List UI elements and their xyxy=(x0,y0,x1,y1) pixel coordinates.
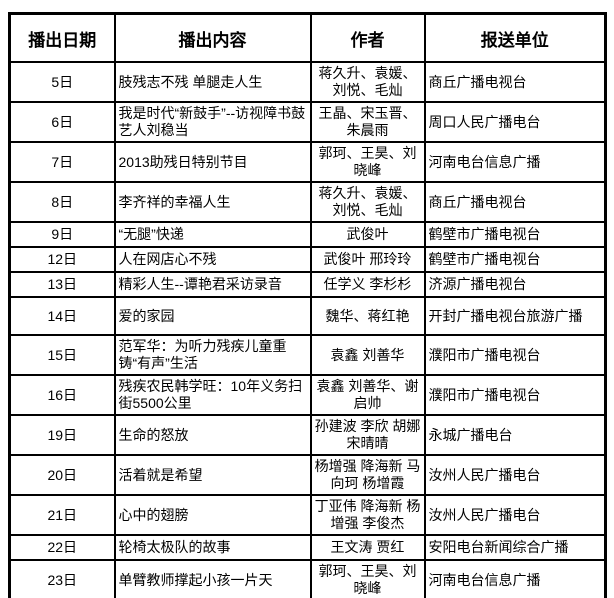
cell-broadcast-content: 活着就是希望 xyxy=(113,454,312,496)
cell-submitting-unit: 永城广播电台 xyxy=(423,414,607,456)
table-row: 23日 单臂教师撑起小孩一片天 郭珂、王昊、刘晓峰 河南电台信息广播 xyxy=(8,559,607,598)
cell-broadcast-content: 轮椅太极队的故事 xyxy=(113,534,312,561)
cell-authors: 郭珂、王昊、刘晓峰 xyxy=(309,559,426,598)
header-author: 作者 xyxy=(309,12,426,63)
cell-broadcast-date: 13日 xyxy=(8,271,116,298)
table-row: 6日 我是时代“新鼓手”--访视障书鼓艺人刘稳当 王晶、宋玉晋、朱晨雨 周口人民… xyxy=(8,101,607,143)
cell-submitting-unit: 濮阳市广播电视台 xyxy=(423,334,607,376)
cell-broadcast-content: 李齐祥的幸福人生 xyxy=(113,181,312,223)
table-row: 7日 2013助残日特别节目 郭珂、王昊、刘晓峰 河南电台信息广播 xyxy=(8,141,607,183)
cell-broadcast-date: 5日 xyxy=(8,61,116,103)
cell-authors: 郭珂、王昊、刘晓峰 xyxy=(309,141,426,183)
cell-authors: 蒋久升、袁媛、刘悦、毛灿 xyxy=(309,181,426,223)
cell-broadcast-content: 生命的怒放 xyxy=(113,414,312,456)
cell-broadcast-content: 2013助残日特别节目 xyxy=(113,141,312,183)
cell-broadcast-date: 7日 xyxy=(8,141,116,183)
cell-broadcast-date: 23日 xyxy=(8,559,116,598)
cell-authors: 任学义 李杉杉 xyxy=(309,271,426,298)
cell-submitting-unit: 濮阳市广播电视台 xyxy=(423,374,607,416)
header-row: 播出日期 播出内容 作者 报送单位 xyxy=(8,12,607,63)
cell-authors: 王晶、宋玉晋、朱晨雨 xyxy=(309,101,426,143)
cell-broadcast-content: 爱的家园 xyxy=(113,296,312,336)
cell-broadcast-date: 6日 xyxy=(8,101,116,143)
cell-submitting-unit: 开封广播电视台旅游广播 xyxy=(423,296,607,336)
table-row: 9日 “无腿”快递 武俊叶 鹤壁市广播电视台 xyxy=(8,221,607,248)
header-broadcast-content: 播出内容 xyxy=(113,12,312,63)
cell-broadcast-content: 人在网店心不残 xyxy=(113,246,312,273)
header-broadcast-date: 播出日期 xyxy=(8,12,116,63)
cell-broadcast-content: “无腿”快递 xyxy=(113,221,312,248)
cell-broadcast-date: 22日 xyxy=(8,534,116,561)
cell-broadcast-date: 20日 xyxy=(8,454,116,496)
broadcast-schedule-table: 播出日期 播出内容 作者 报送单位 5日 肢残志不残 单腿走人生 蒋久升、袁媛、… xyxy=(8,12,607,598)
cell-submitting-unit: 鹤壁市广播电视台 xyxy=(423,221,607,248)
cell-broadcast-content: 心中的翅膀 xyxy=(113,494,312,536)
cell-broadcast-content: 肢残志不残 单腿走人生 xyxy=(113,61,312,103)
cell-submitting-unit: 汝州人民广播电台 xyxy=(423,454,607,496)
cell-broadcast-date: 14日 xyxy=(8,296,116,336)
cell-broadcast-content: 精彩人生--谭艳君采访录音 xyxy=(113,271,312,298)
cell-authors: 袁鑫 刘善华 xyxy=(309,334,426,376)
table-row: 16日 残疾农民韩学旺：10年义务扫街5500公里 袁鑫 刘善华、谢启帅 濮阳市… xyxy=(8,374,607,416)
cell-broadcast-date: 9日 xyxy=(8,221,116,248)
cell-broadcast-date: 16日 xyxy=(8,374,116,416)
cell-broadcast-date: 19日 xyxy=(8,414,116,456)
cell-submitting-unit: 汝州人民广播电台 xyxy=(423,494,607,536)
cell-broadcast-content: 范军华：为听力残疾儿童重铸“有声”生活 xyxy=(113,334,312,376)
cell-authors: 袁鑫 刘善华、谢启帅 xyxy=(309,374,426,416)
cell-authors: 杨增强 降海新 马向珂 杨增霞 xyxy=(309,454,426,496)
cell-authors: 武俊叶 xyxy=(309,221,426,248)
cell-submitting-unit: 河南电台信息广播 xyxy=(423,141,607,183)
cell-submitting-unit: 周口人民广播电台 xyxy=(423,101,607,143)
cell-authors: 魏华、蒋红艳 xyxy=(309,296,426,336)
cell-authors: 丁亚伟 降海新 杨增强 李俊杰 xyxy=(309,494,426,536)
cell-submitting-unit: 安阳电台新闻综合广播 xyxy=(423,534,607,561)
cell-broadcast-content: 单臂教师撑起小孩一片天 xyxy=(113,559,312,598)
cell-broadcast-date: 15日 xyxy=(8,334,116,376)
cell-submitting-unit: 鹤壁市广播电视台 xyxy=(423,246,607,273)
table-row: 14日 爱的家园 魏华、蒋红艳 开封广播电视台旅游广播 xyxy=(8,296,607,336)
cell-broadcast-content: 我是时代“新鼓手”--访视障书鼓艺人刘稳当 xyxy=(113,101,312,143)
table-row: 12日 人在网店心不残 武俊叶 邢玲玲 鹤壁市广播电视台 xyxy=(8,246,607,273)
cell-submitting-unit: 济源广播电视台 xyxy=(423,271,607,298)
table-body: 5日 肢残志不残 单腿走人生 蒋久升、袁媛、刘悦、毛灿 商丘广播电视台 6日 我… xyxy=(8,61,607,598)
cell-submitting-unit: 河南电台信息广播 xyxy=(423,559,607,598)
table-row: 13日 精彩人生--谭艳君采访录音 任学义 李杉杉 济源广播电视台 xyxy=(8,271,607,298)
table-row: 22日 轮椅太极队的故事 王文涛 贾红 安阳电台新闻综合广播 xyxy=(8,534,607,561)
cell-authors: 王文涛 贾红 xyxy=(309,534,426,561)
table-row: 15日 范军华：为听力残疾儿童重铸“有声”生活 袁鑫 刘善华 濮阳市广播电视台 xyxy=(8,334,607,376)
cell-broadcast-date: 21日 xyxy=(8,494,116,536)
cell-broadcast-date: 12日 xyxy=(8,246,116,273)
cell-authors: 孙建波 李欣 胡娜 宋晴晴 xyxy=(309,414,426,456)
cell-broadcast-date: 8日 xyxy=(8,181,116,223)
cell-broadcast-content: 残疾农民韩学旺：10年义务扫街5500公里 xyxy=(113,374,312,416)
cell-authors: 武俊叶 邢玲玲 xyxy=(309,246,426,273)
table-row: 21日 心中的翅膀 丁亚伟 降海新 杨增强 李俊杰 汝州人民广播电台 xyxy=(8,494,607,536)
table-row: 20日 活着就是希望 杨增强 降海新 马向珂 杨增霞 汝州人民广播电台 xyxy=(8,454,607,496)
cell-submitting-unit: 商丘广播电视台 xyxy=(423,61,607,103)
table-row: 5日 肢残志不残 单腿走人生 蒋久升、袁媛、刘悦、毛灿 商丘广播电视台 xyxy=(8,61,607,103)
table-row: 19日 生命的怒放 孙建波 李欣 胡娜 宋晴晴 永城广播电台 xyxy=(8,414,607,456)
header-submitting-unit: 报送单位 xyxy=(423,12,607,63)
table-row: 8日 李齐祥的幸福人生 蒋久升、袁媛、刘悦、毛灿 商丘广播电视台 xyxy=(8,181,607,223)
cell-submitting-unit: 商丘广播电视台 xyxy=(423,181,607,223)
cell-authors: 蒋久升、袁媛、刘悦、毛灿 xyxy=(309,61,426,103)
